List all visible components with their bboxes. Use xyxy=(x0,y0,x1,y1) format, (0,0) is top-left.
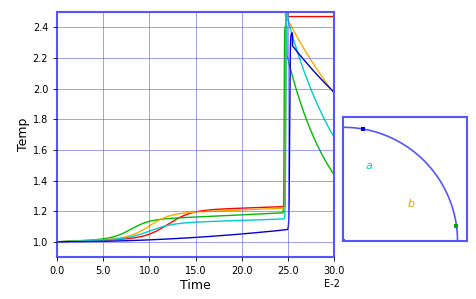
Text: a: a xyxy=(365,161,372,172)
Text: b: b xyxy=(407,199,414,209)
Text: E-2: E-2 xyxy=(323,279,339,289)
X-axis label: Time: Time xyxy=(180,279,210,292)
Y-axis label: Temp: Temp xyxy=(17,118,30,151)
